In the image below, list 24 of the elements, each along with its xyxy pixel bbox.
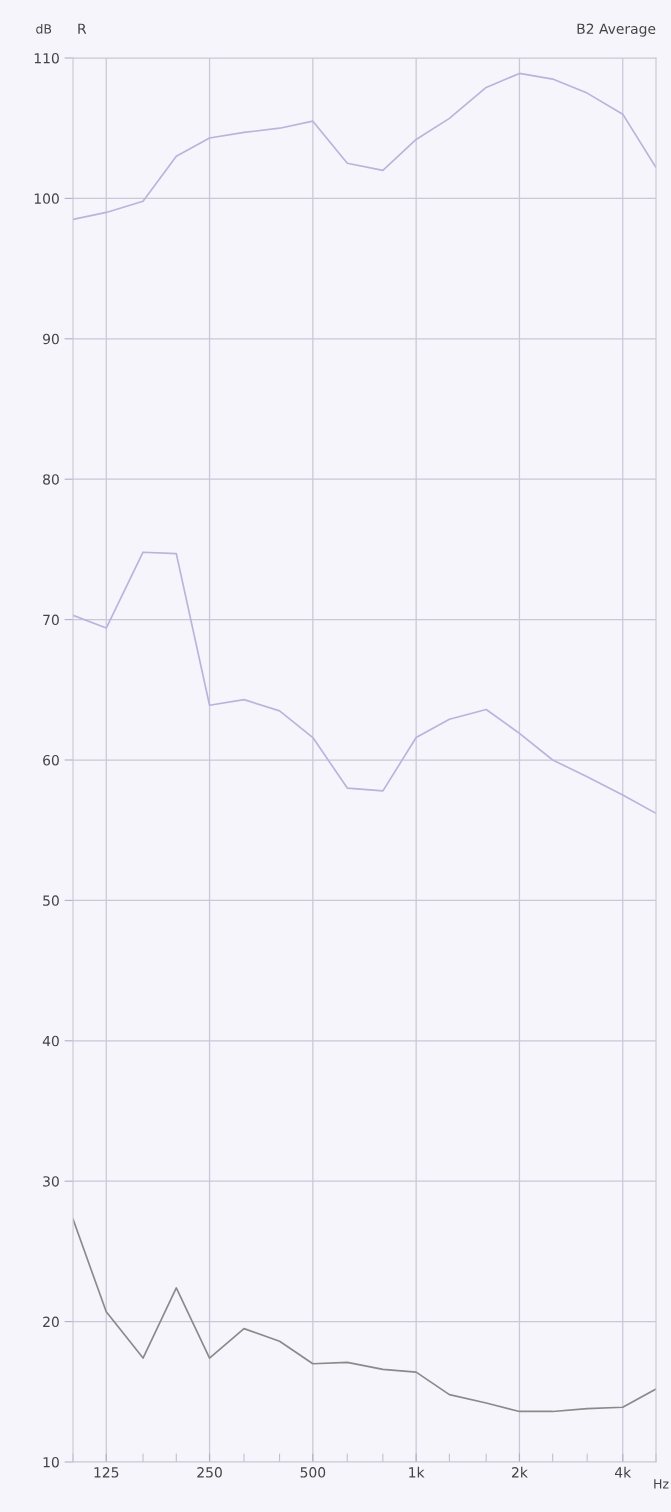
line-series [73, 551, 656, 815]
y-tick-label: 60 [43, 754, 59, 766]
y-tick-label: 20 [43, 1316, 59, 1328]
x-tick-label: 500 [300, 1467, 326, 1478]
y-tick-label: 30 [43, 1176, 59, 1187]
chart-title: B2 Average [577, 23, 656, 37]
y-tick-label: 90 [43, 333, 59, 345]
y-axis-title: dB [36, 23, 52, 34]
line-series [73, 72, 656, 221]
x-tick-label: 125 [94, 1467, 119, 1478]
y-tick-label: 40 [42, 1035, 59, 1047]
y-tick-label: 10 [43, 1456, 59, 1468]
y-tick-label: 100 [34, 193, 59, 204]
line-series [73, 1218, 656, 1413]
x-tick-label: 2k [512, 1466, 528, 1478]
y-tick-label: 70 [43, 614, 59, 626]
y-tick-label: 50 [43, 895, 59, 906]
x-tick-label: 250 [197, 1467, 222, 1478]
x-axis-title: Hz [654, 1479, 669, 1489]
x-tick-label: 4k [614, 1466, 632, 1478]
y-tick-label: 80 [43, 474, 59, 485]
y-tick-label: 110 [34, 52, 59, 64]
x-tick-label: 1k [409, 1466, 425, 1478]
text: R [78, 23, 87, 34]
